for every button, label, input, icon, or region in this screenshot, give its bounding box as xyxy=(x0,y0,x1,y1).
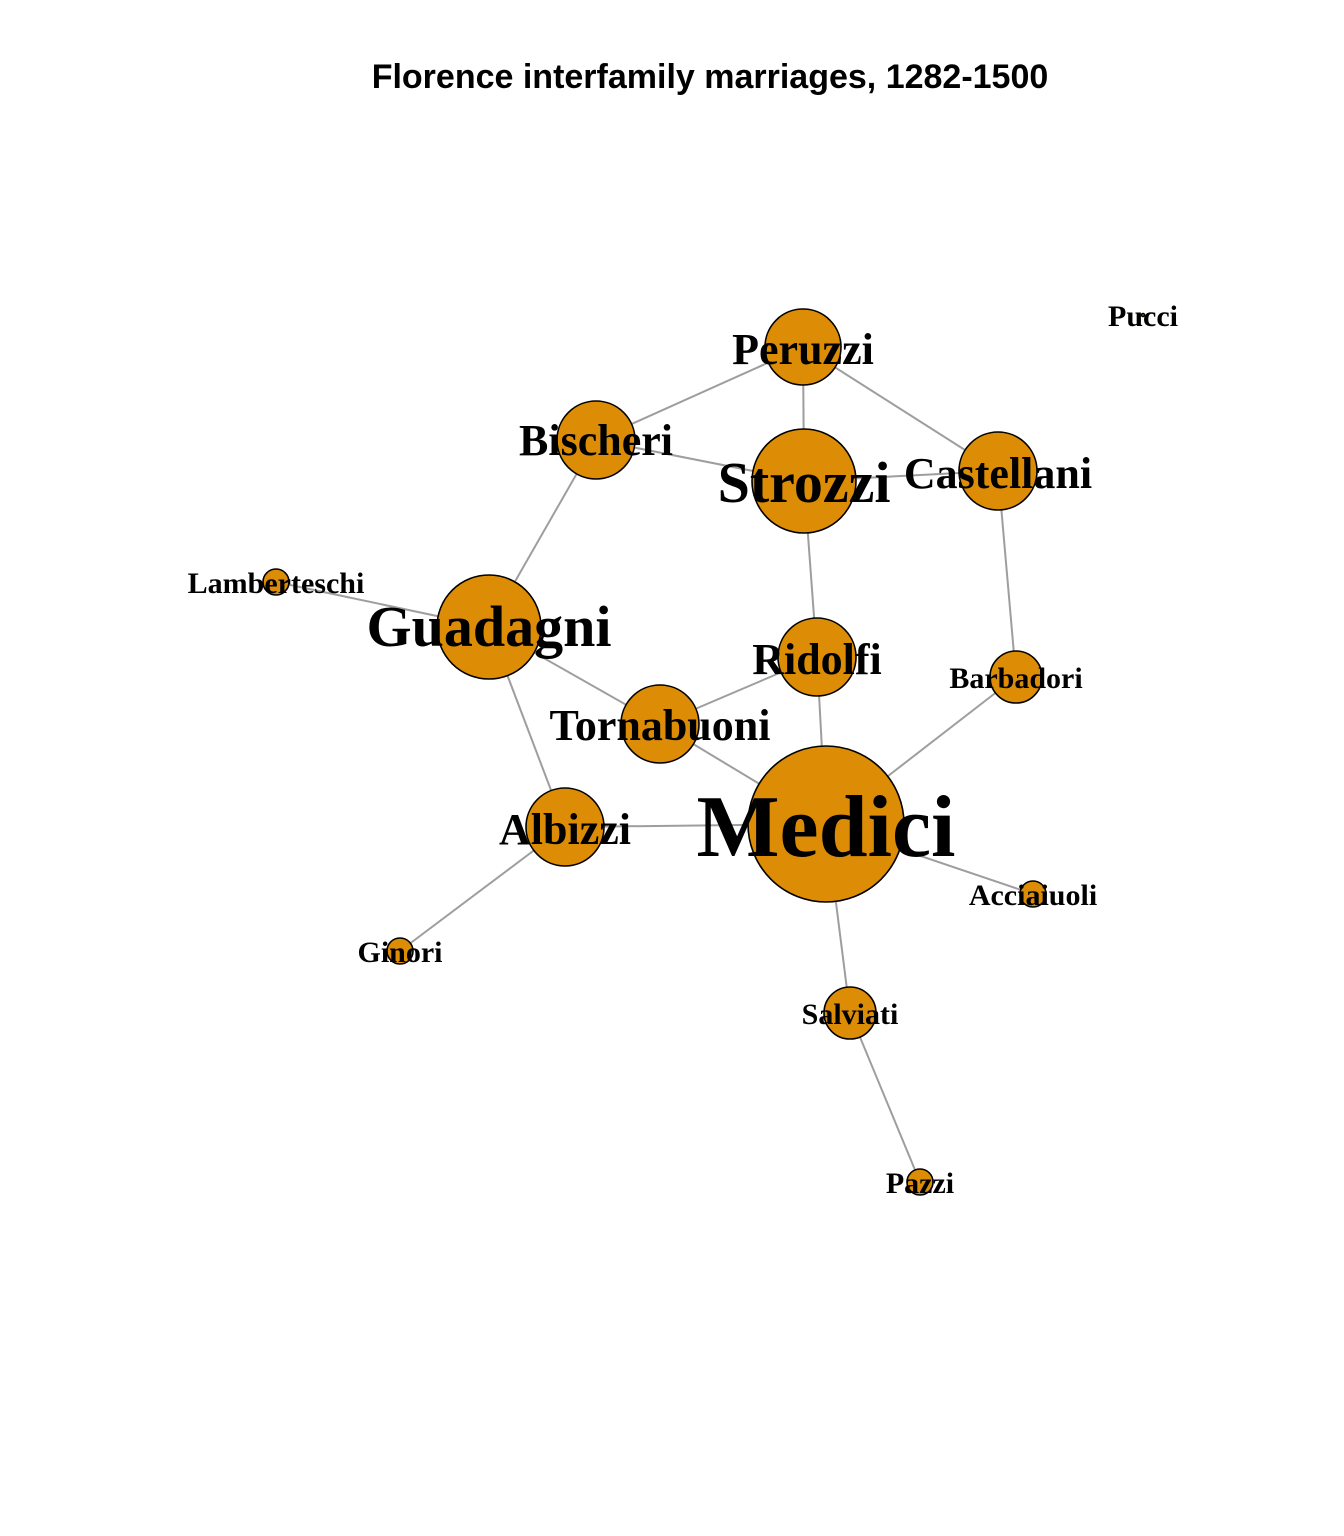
node-label-castellani: Castellani xyxy=(904,449,1092,498)
node-label-tornabuoni: Tornabuoni xyxy=(550,701,771,750)
node-label-pucci: Pucci xyxy=(1108,300,1178,333)
node-bischeri xyxy=(556,400,636,480)
node-salviati xyxy=(823,986,877,1040)
node-lamberteschi xyxy=(262,568,290,596)
node-label-medici: Medici xyxy=(696,779,955,876)
node-medici xyxy=(747,745,905,903)
node-guadagni xyxy=(436,574,542,680)
node-label-ridolfi: Ridolfi xyxy=(752,635,882,684)
node-ginori xyxy=(386,937,414,965)
node-label-peruzzi: Peruzzi xyxy=(732,325,874,374)
node-label-albizzi: Albizzi xyxy=(499,805,631,854)
node-label-bischeri: Bischeri xyxy=(519,416,673,465)
node-acciaiuoli xyxy=(1019,880,1047,908)
node-pazzi xyxy=(906,1168,934,1196)
graph-title: Florence interfamily marriages, 1282-150… xyxy=(371,58,1049,96)
node-peruzzi xyxy=(764,308,842,386)
nodes-layer xyxy=(262,308,1146,1196)
node-label-pazzi: Pazzi xyxy=(886,1167,954,1200)
edge-salviati-pazzi xyxy=(849,1012,921,1183)
node-tornabuoni xyxy=(620,684,700,764)
node-label-acciaiuoli: Acciaiuoli xyxy=(969,879,1097,912)
node-pucci xyxy=(1140,312,1146,318)
node-barbadori xyxy=(989,650,1043,704)
node-albizzi xyxy=(525,787,605,867)
node-label-barbadori: Barbadori xyxy=(949,662,1082,695)
labels-layer: Medici Guadagni Strozzi Peruzzi Bischeri Cast… xyxy=(188,300,1178,1200)
node-label-guadagni: Guadagni xyxy=(367,594,612,659)
node-strozzi xyxy=(751,428,857,534)
node-label-salviati: Salviati xyxy=(802,998,899,1031)
node-castellani xyxy=(958,431,1038,511)
node-ridolfi xyxy=(777,617,857,697)
node-label-ginori: Ginori xyxy=(357,936,442,969)
node-label-strozzi: Strozzi xyxy=(718,450,891,515)
node-label-lamberteschi: Lamberteschi xyxy=(188,567,365,600)
